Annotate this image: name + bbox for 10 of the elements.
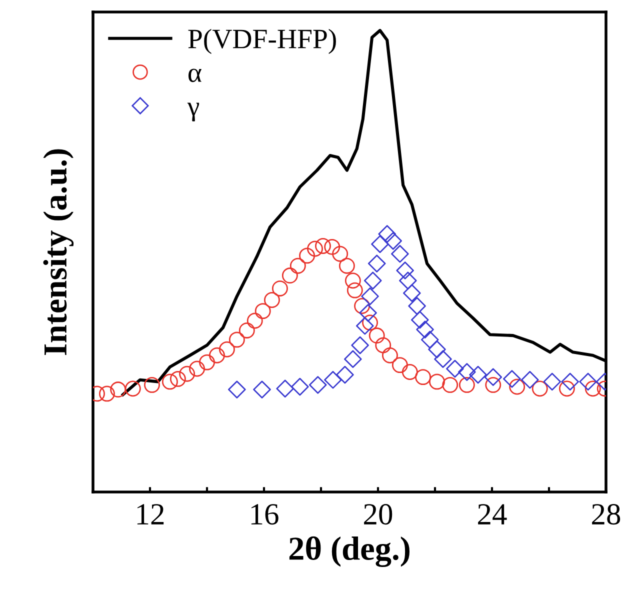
x-tick-label: 16 [251, 504, 278, 525]
x-tick-label: 28 [592, 504, 620, 525]
legend-label: γ [187, 102, 200, 122]
y-axis-title: Intensity (a.u.) [43, 149, 74, 356]
x-tick-label: 20 [364, 504, 392, 525]
legend-label: P(VDF-HFP) [188, 28, 336, 54]
x-tick-label: 12 [137, 504, 164, 524]
legend-label: α [188, 68, 202, 82]
x-tick-label: 24 [478, 504, 507, 524]
x-axis-title: 2θ (deg.) [289, 536, 410, 568]
